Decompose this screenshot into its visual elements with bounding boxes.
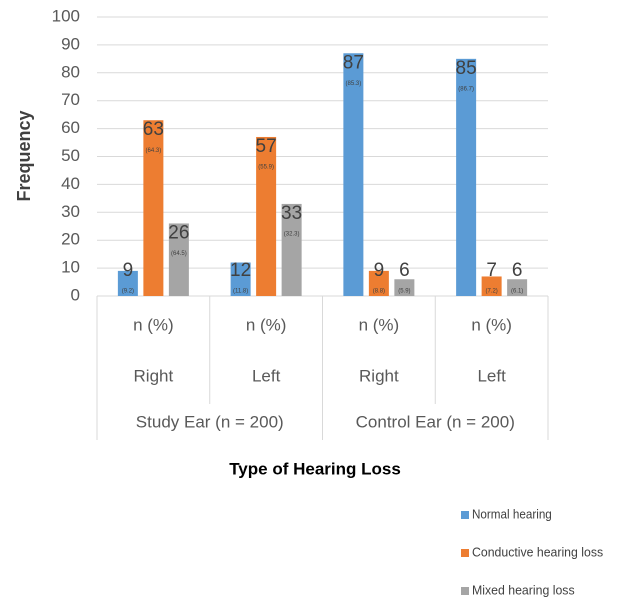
percent-label: (6.1) bbox=[511, 289, 523, 295]
x-group-label: Control Ear (n = 200) bbox=[356, 412, 515, 431]
percent-label: (55.9) bbox=[258, 165, 274, 171]
data-label: 33 bbox=[281, 203, 302, 224]
bar bbox=[394, 279, 415, 296]
percent-label: (85.3) bbox=[346, 81, 362, 87]
data-label: 87 bbox=[343, 52, 364, 73]
bar bbox=[117, 270, 138, 296]
bar bbox=[368, 270, 389, 296]
data-label: 85 bbox=[456, 58, 477, 79]
percent-label: (8.8) bbox=[373, 289, 385, 295]
y-tick-label: 60 bbox=[61, 118, 80, 137]
bar bbox=[343, 53, 364, 296]
bar bbox=[507, 279, 528, 296]
bar bbox=[143, 120, 164, 296]
y-tick-label: 40 bbox=[61, 174, 80, 193]
x-subcategory-label: Right bbox=[359, 366, 399, 385]
percent-label: (64.3) bbox=[146, 148, 162, 154]
percent-label: (7.2) bbox=[485, 289, 497, 295]
y-tick-label: 0 bbox=[71, 285, 80, 304]
y-tick-label: 70 bbox=[61, 90, 80, 109]
y-tick-label: 100 bbox=[52, 6, 80, 25]
x-tick-label: n (%) bbox=[133, 315, 174, 334]
bar bbox=[168, 223, 189, 296]
bar bbox=[256, 136, 277, 296]
x-tick-label: n (%) bbox=[471, 315, 512, 334]
bar bbox=[481, 276, 502, 296]
x-subcategory-label: Left bbox=[252, 366, 281, 385]
x-tick-label: n (%) bbox=[359, 315, 400, 334]
percent-label: (86.7) bbox=[458, 86, 474, 92]
legend-label: Mixed hearing loss bbox=[472, 582, 575, 597]
legend-label: Normal hearing bbox=[472, 506, 552, 521]
legend-swatch bbox=[461, 511, 469, 519]
data-label: 6 bbox=[512, 260, 523, 281]
x-subcategory-label: Left bbox=[477, 366, 506, 385]
y-axis-title: Frequency bbox=[14, 110, 34, 201]
data-label: 9 bbox=[374, 260, 385, 281]
data-label: 26 bbox=[168, 222, 189, 243]
legend-label: Conductive hearing loss bbox=[472, 544, 604, 559]
bar bbox=[281, 203, 302, 296]
data-label: 57 bbox=[256, 136, 277, 157]
y-tick-label: 90 bbox=[61, 34, 80, 53]
x-tick-label: n (%) bbox=[246, 315, 287, 334]
percent-label: (64.5) bbox=[171, 251, 187, 257]
data-label: 9 bbox=[123, 260, 134, 281]
x-subcategory-label: Right bbox=[134, 366, 174, 385]
percent-label: (5.9) bbox=[398, 289, 410, 295]
legend-swatch bbox=[461, 587, 469, 595]
percent-label: (11.8) bbox=[233, 289, 248, 295]
y-tick-label: 30 bbox=[61, 202, 80, 221]
data-label: 63 bbox=[143, 119, 164, 140]
bar bbox=[230, 262, 251, 296]
y-tick-label: 20 bbox=[61, 230, 80, 249]
y-tick-label: 50 bbox=[61, 146, 80, 165]
percent-label: (32.3) bbox=[284, 232, 300, 238]
x-group-label: Study Ear (n = 200) bbox=[136, 412, 284, 431]
percent-label: (9.2) bbox=[122, 289, 134, 295]
legend-swatch bbox=[461, 549, 469, 557]
y-tick-label: 80 bbox=[61, 62, 80, 81]
data-label: 7 bbox=[486, 260, 497, 281]
x-axis-title: Type of Hearing Loss bbox=[229, 459, 401, 478]
data-label: 6 bbox=[399, 260, 410, 281]
y-tick-label: 10 bbox=[61, 258, 80, 277]
data-label: 12 bbox=[230, 260, 251, 281]
bar bbox=[456, 58, 477, 296]
